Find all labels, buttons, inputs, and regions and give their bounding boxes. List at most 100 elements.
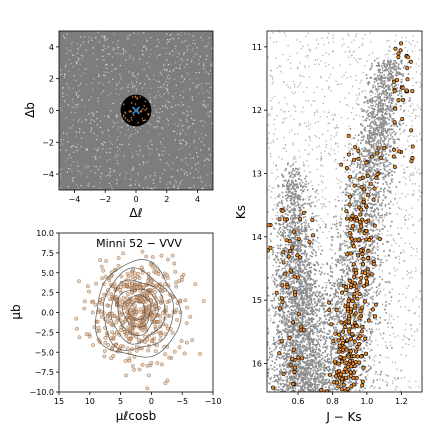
cmd-field-star bbox=[300, 267, 302, 270]
pm-star bbox=[129, 300, 134, 305]
sky-field-star bbox=[90, 96, 92, 98]
cmd-field-star bbox=[398, 207, 401, 210]
cmd-field-star bbox=[297, 187, 300, 189]
cmd-field-star bbox=[328, 357, 330, 360]
cmd-field-star bbox=[388, 319, 390, 321]
sky-field-star bbox=[76, 92, 78, 94]
cmd-field-star bbox=[305, 245, 307, 248]
sky-field-star bbox=[204, 105, 206, 107]
sky-field-star bbox=[186, 63, 188, 65]
cmd-field-star bbox=[400, 208, 403, 211]
sky-field-star bbox=[181, 179, 183, 182]
cmd-field-star bbox=[396, 386, 399, 388]
cmd-field-star bbox=[285, 320, 287, 323]
sky-field-star bbox=[146, 40, 148, 42]
cmd-field-star bbox=[411, 335, 413, 337]
cmd-field-star bbox=[388, 40, 390, 42]
cmd-field-star bbox=[408, 41, 410, 43]
cmd-field-star bbox=[291, 204, 293, 206]
cmd-field-star bbox=[328, 32, 330, 34]
sky-field-star bbox=[172, 95, 174, 97]
cmd-field-star bbox=[369, 263, 371, 265]
cmd-field-star bbox=[282, 235, 284, 237]
sky-field-star bbox=[149, 96, 151, 98]
cmd-field-star bbox=[319, 336, 321, 339]
pm-star bbox=[85, 284, 90, 289]
sky-field-star bbox=[200, 177, 202, 180]
sky-field-star bbox=[156, 56, 158, 58]
cmd-field-star bbox=[411, 125, 413, 127]
cmd-field-star bbox=[337, 195, 339, 198]
sky-field-star bbox=[197, 171, 200, 173]
sky-field-star bbox=[99, 175, 101, 177]
sky-field-star bbox=[65, 117, 67, 119]
cmd-field-star bbox=[305, 100, 307, 102]
sky-field-star bbox=[200, 36, 202, 39]
cmd-field-star bbox=[326, 345, 329, 348]
sky-field-star bbox=[197, 155, 199, 158]
cmd-field-star bbox=[335, 142, 337, 144]
cmd-field-star bbox=[326, 294, 328, 296]
cmd-field-star bbox=[301, 314, 303, 317]
cmd-field-star bbox=[299, 74, 301, 76]
cmd-field-star bbox=[295, 258, 298, 260]
sky-field-star bbox=[137, 172, 139, 174]
cmd-field-star bbox=[269, 315, 271, 317]
cmd-field-star bbox=[311, 308, 314, 311]
cmd-field-star bbox=[294, 286, 296, 289]
cmd-field-star bbox=[358, 46, 360, 49]
pm-star bbox=[144, 254, 149, 259]
sky-field-star bbox=[206, 90, 208, 92]
cmd-field-star bbox=[295, 370, 298, 372]
sky-field-star bbox=[167, 82, 169, 84]
cmd-field-star bbox=[284, 376, 287, 378]
cmd-field-star bbox=[316, 328, 318, 330]
cmd-field-star bbox=[285, 388, 288, 390]
cmd-field-star bbox=[307, 182, 310, 185]
pm-star bbox=[130, 334, 135, 338]
sky-field-star bbox=[186, 72, 188, 74]
cmd-field-star bbox=[276, 284, 279, 286]
cmd-field-star bbox=[373, 156, 375, 159]
cmd-field-star bbox=[288, 185, 291, 187]
cmd-field-star bbox=[304, 291, 307, 294]
cmd-field-star bbox=[358, 374, 360, 376]
sky-field-star bbox=[186, 49, 189, 51]
pm-star bbox=[185, 305, 189, 310]
cmd-field-star bbox=[314, 122, 316, 124]
sky-field-star bbox=[74, 91, 77, 94]
sky-field-star bbox=[149, 175, 151, 177]
cmd-field-star bbox=[412, 224, 414, 227]
sky-field-star bbox=[161, 127, 163, 129]
sky-field-star bbox=[116, 121, 119, 123]
cmd-field-star bbox=[295, 310, 297, 313]
cmd-field-star bbox=[297, 296, 299, 298]
sky-field-star bbox=[182, 124, 184, 126]
sky-field-star bbox=[200, 149, 202, 151]
cmd-field-star bbox=[301, 280, 303, 283]
cmd-field-star bbox=[376, 344, 379, 346]
sky-field-star bbox=[133, 126, 135, 128]
cmd-field-star bbox=[302, 270, 305, 272]
cmd-field-star bbox=[296, 334, 298, 337]
sky-field-star bbox=[208, 147, 210, 149]
sky-field-star bbox=[158, 153, 160, 155]
cmd-field-star bbox=[332, 67, 334, 69]
cmd-field-star bbox=[316, 354, 318, 356]
cmd-field-star bbox=[295, 184, 297, 187]
cmd-field-star bbox=[303, 284, 306, 287]
sky-field-star bbox=[87, 183, 89, 185]
cmd-field-star bbox=[391, 315, 393, 317]
cmd-field-star bbox=[281, 255, 284, 258]
cmd-field-star bbox=[291, 360, 294, 363]
cmd-field-star bbox=[306, 160, 308, 162]
cmd-field-star bbox=[287, 355, 289, 358]
cmd-field-star bbox=[290, 188, 293, 190]
sky-field-star bbox=[166, 118, 168, 120]
cmd-field-star bbox=[334, 127, 337, 130]
pm-y-tick-label: 0.0 bbox=[41, 309, 54, 318]
sky-field-star bbox=[116, 116, 118, 119]
sky-field-star bbox=[170, 176, 172, 178]
pm-star bbox=[134, 295, 139, 300]
cmd-field-star bbox=[405, 40, 407, 42]
